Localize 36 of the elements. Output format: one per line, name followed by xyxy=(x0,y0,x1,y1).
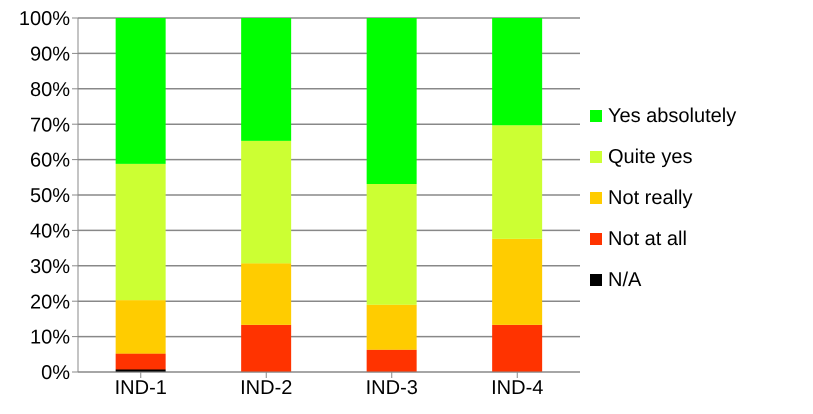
legend-label: Not really xyxy=(608,186,692,210)
bar xyxy=(492,238,542,325)
bar xyxy=(241,263,292,325)
bar xyxy=(116,18,166,164)
bar xyxy=(116,300,166,354)
y-tick-label: 50% xyxy=(30,185,70,208)
y-tick-label: 60% xyxy=(30,150,70,172)
y-tick-label: 30% xyxy=(30,256,70,278)
y-tick-label: 100% xyxy=(18,8,70,30)
bar xyxy=(241,324,292,372)
bar xyxy=(366,304,417,350)
y-tick-label: 0% xyxy=(41,362,70,384)
bar xyxy=(492,324,542,372)
bar xyxy=(116,164,166,300)
legend-label: Yes absolutely xyxy=(608,104,736,128)
x-tick-label: IND-3 xyxy=(366,377,418,400)
legend-label: Quite yes xyxy=(608,146,692,168)
x-tick-label: IND-2 xyxy=(240,377,292,400)
bar xyxy=(241,140,292,264)
bar xyxy=(492,18,542,126)
y-tick-label: 40% xyxy=(30,220,70,242)
bar xyxy=(366,18,417,184)
bar xyxy=(366,184,417,305)
legend-label: N/A xyxy=(608,268,642,292)
legend-label: Not at all xyxy=(608,228,687,250)
bar xyxy=(366,350,417,372)
y-tick-label: 90% xyxy=(30,44,70,66)
y-tick-label: 10% xyxy=(30,326,70,349)
bar xyxy=(241,18,292,141)
bar xyxy=(492,125,542,239)
bar xyxy=(116,354,166,370)
y-tick-label: 80% xyxy=(30,78,70,101)
x-tick-label: IND-1 xyxy=(114,377,167,400)
x-tick-label: IND-4 xyxy=(491,377,544,400)
y-tick-label: 70% xyxy=(30,114,70,136)
y-tick-label: 20% xyxy=(30,291,70,314)
